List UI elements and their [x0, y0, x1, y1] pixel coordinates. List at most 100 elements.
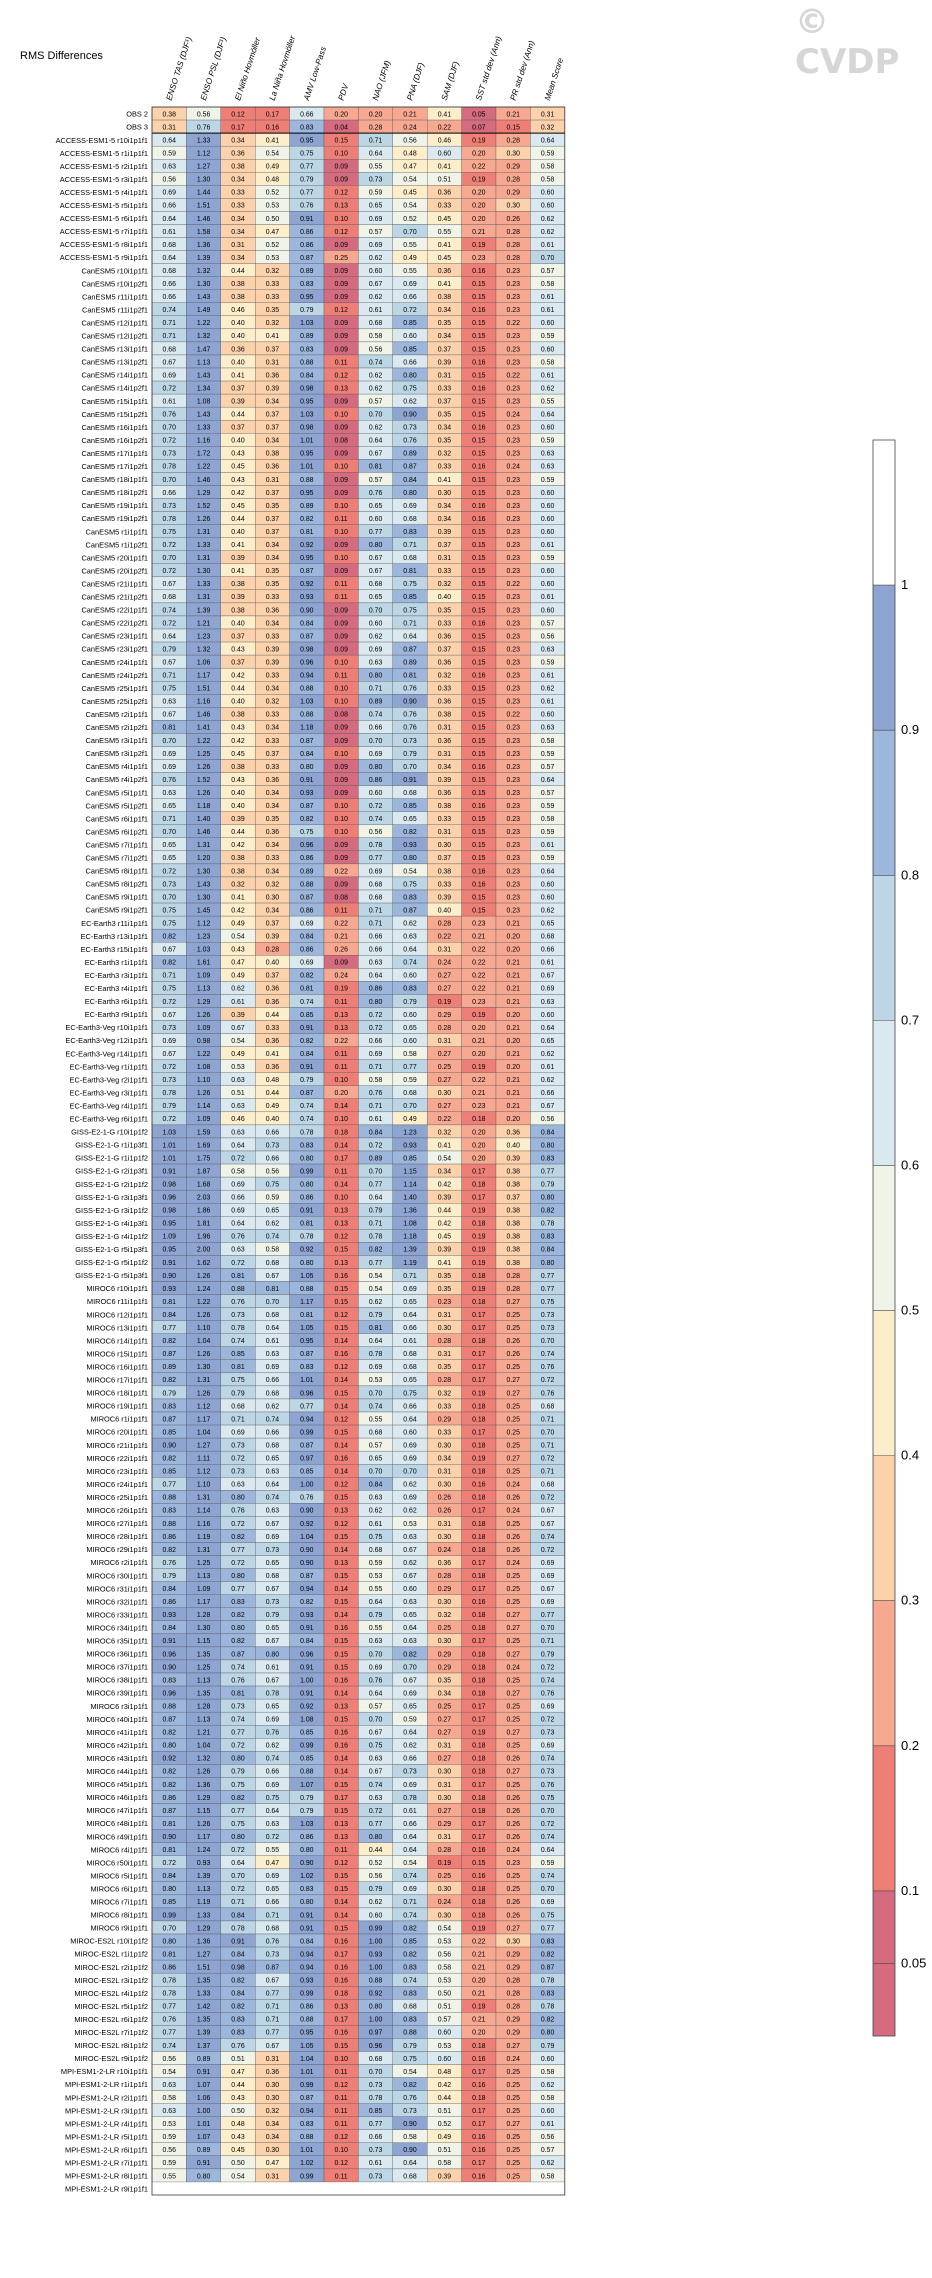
cell-value-label: 0.11 [335, 673, 348, 680]
cell-value-label: 0.39 [231, 555, 245, 562]
cell-value-label: 0.24 [438, 1547, 452, 1554]
cell-value-label: 0.74 [266, 1416, 280, 1423]
cell-value-label: 0.64 [266, 1808, 280, 1815]
cell-value-label: 0.58 [541, 164, 555, 171]
cell-value-label: 1.25 [197, 1560, 211, 1567]
cell-value-label: 0.72 [231, 1521, 245, 1528]
cell-value-label: 0.16 [334, 1273, 348, 1280]
cell-value-label: 0.75 [162, 529, 176, 536]
cell-value-label: 0.31 [438, 1038, 452, 1045]
cell-value-label: 0.54 [266, 151, 280, 158]
cell-value-label: 0.69 [403, 503, 417, 510]
row-label: EC-Earth3-Veg r14i1p1f1 [65, 1049, 148, 1058]
cell-value-label: 1.68 [197, 1181, 211, 1188]
cell-value-label: 0.22 [438, 934, 452, 941]
cell-value-label: 0.60 [438, 151, 452, 158]
cell-value-label: 0.57 [369, 398, 383, 405]
cell-value-label: 0.67 [403, 1573, 417, 1580]
cell-value-label: 0.23 [506, 855, 520, 862]
cell-value-label: 0.92 [300, 1247, 314, 1254]
cell-value-label: 0.37 [266, 412, 280, 419]
cell-value-label: 0.33 [266, 712, 280, 719]
cell-value-label: 0.35 [438, 1677, 452, 1684]
cell-value-label: 0.87 [266, 1964, 280, 1971]
cell-value-label: 0.16 [472, 2134, 486, 2141]
cell-value-label: 0.36 [438, 699, 452, 706]
cell-value-label: 0.67 [162, 581, 176, 588]
cell-value-label: 0.23 [506, 281, 520, 288]
cell-value-label: 0.59 [541, 803, 555, 810]
cell-value-label: 1.27 [197, 1951, 211, 1958]
cell-value-label: 1.09 [197, 1116, 211, 1123]
cell-value-label: 0.89 [403, 451, 417, 458]
cell-value-label: 0.70 [403, 229, 417, 236]
cell-value-label: 0.37 [438, 542, 452, 549]
row-label: CanESM5 r20i1p1f1 [81, 553, 148, 562]
cell-value-label: 0.71 [162, 973, 176, 980]
cell-value-label: 0.49 [231, 920, 245, 927]
cell-value-label: 0.17 [472, 1560, 486, 1567]
cell-value-label: 0.15 [472, 398, 486, 405]
cell-value-label: 0.28 [369, 124, 383, 131]
cell-value-label: 0.73 [369, 2082, 383, 2089]
cell-value-label: 0.10 [334, 816, 348, 823]
cell-value-label: 0.79 [231, 1769, 245, 1776]
cell-value-label: 0.25 [506, 1312, 520, 1319]
cell-value-label: 0.38 [231, 764, 245, 771]
cell-value-label: 0.25 [506, 1599, 520, 1606]
cell-value-label: 0.75 [403, 607, 417, 614]
row-label: EC-Earth3 r3i1p1f1 [85, 971, 148, 980]
cell-value-label: 0.77 [369, 2121, 383, 2128]
cell-value-label: 1.13 [197, 1717, 211, 1724]
cell-value-label: 0.12 [334, 2160, 348, 2167]
row-label: MIROC6 r47i1p1f1 [86, 1806, 148, 1815]
cell-value-label: 1.27 [197, 1442, 211, 1449]
cell-value-label: 0.15 [472, 659, 486, 666]
cell-value-label: 0.54 [403, 2069, 417, 2076]
cell-value-label: 0.64 [231, 1221, 245, 1228]
cell-value-label: 0.83 [162, 1508, 176, 1515]
row-label: MIROC6 r14i1p1f1 [86, 1336, 148, 1345]
cell-value-label: 0.92 [300, 1521, 314, 1528]
cell-value-label: 0.18 [472, 1221, 486, 1228]
cell-value-label: 0.71 [266, 2004, 280, 2011]
row-label: CanESM5 r3i1p1f1 [86, 736, 148, 745]
cell-value-label: 0.69 [369, 1664, 383, 1671]
cell-value-label: 0.23 [506, 594, 520, 601]
cell-value-label: 0.71 [369, 920, 383, 927]
cell-value-label: 0.81 [266, 1286, 280, 1293]
cell-value-label: 0.60 [438, 2030, 452, 2037]
cell-value-label: 0.84 [369, 1482, 383, 1489]
row-label: MIROC6 r33i1p1f1 [86, 1610, 148, 1619]
cell-value-label: 0.55 [403, 268, 417, 275]
cell-value-label: 0.59 [541, 555, 555, 562]
row-label: MIROC-ES2L r4i1p1f2 [74, 1989, 148, 1998]
cell-value-label: 0.15 [472, 777, 486, 784]
row-label: MIROC6 r9i1p1f1 [90, 1924, 148, 1933]
row-label: ACCESS-ESM1-5 r4i1p1f1 [60, 188, 148, 197]
cell-value-label: 1.26 [197, 1090, 211, 1097]
cell-value-label: 0.94 [300, 2108, 314, 2115]
cell-value-label: 0.21 [506, 1025, 520, 1032]
cell-value-label: 1.23 [403, 1129, 417, 1136]
cell-value-label: 0.90 [300, 1560, 314, 1567]
cell-value-label: 0.16 [472, 1873, 486, 1880]
row-label: MIROC6 r11i1p1f1 [87, 1297, 148, 1306]
row-label: CanESM5 r17i1p2f1 [81, 462, 148, 471]
row-label: MIROC6 r8i1p1f1 [90, 1911, 148, 1920]
cell-value-label: 0.14 [334, 1469, 348, 1476]
cell-value-label: 0.88 [300, 1286, 314, 1293]
cell-value-label: 0.34 [266, 620, 280, 627]
cell-value-label: 1.29 [197, 1925, 211, 1932]
cell-value-label: 0.79 [300, 177, 314, 184]
cell-value-label: 0.81 [162, 1847, 176, 1854]
cell-value-label: 0.16 [334, 2030, 348, 2037]
cell-value-label: 0.77 [369, 529, 383, 536]
cell-value-label: 0.26 [506, 1756, 520, 1763]
cell-value-label: 0.57 [369, 1442, 383, 1449]
cell-value-label: 0.11 [335, 907, 348, 914]
cell-value-label: 1.26 [197, 516, 211, 523]
cell-value-label: 0.60 [541, 190, 555, 197]
cell-value-label: 0.16 [472, 516, 486, 523]
cell-value-label: 0.23 [506, 268, 520, 275]
